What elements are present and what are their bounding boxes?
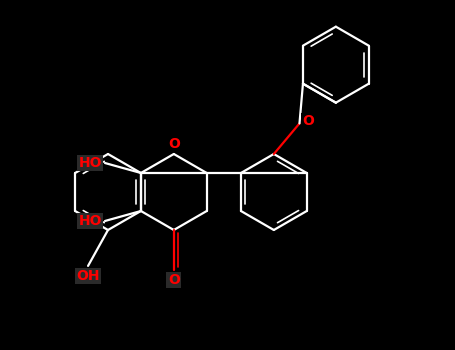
Text: HO: HO — [79, 214, 102, 228]
Text: O: O — [168, 273, 180, 287]
Text: OH: OH — [76, 269, 100, 283]
Text: HO: HO — [79, 156, 102, 170]
Text: O: O — [303, 114, 314, 128]
Text: O: O — [168, 137, 180, 151]
